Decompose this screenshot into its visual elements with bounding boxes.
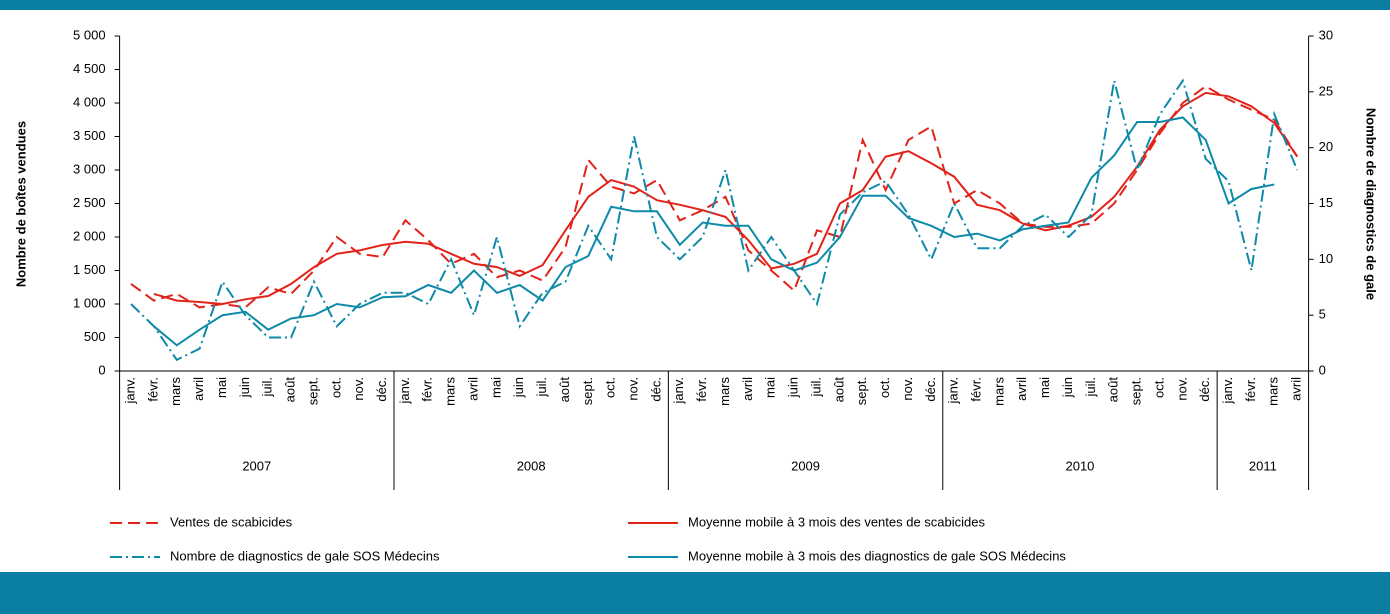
- x-tick-label: févr.: [1243, 377, 1258, 402]
- x-tick-label: juil.: [1083, 377, 1098, 398]
- y-tick-label: 1 500: [73, 262, 106, 277]
- x-tick-label: juin: [237, 377, 252, 398]
- top-band: [0, 0, 1390, 10]
- x-tick-label: déc.: [923, 377, 938, 402]
- y2-tick-label: 5: [1319, 307, 1326, 322]
- y2-tick-label: 20: [1319, 139, 1333, 154]
- x-tick-label: avril: [465, 377, 480, 401]
- x-tick-label: avril: [740, 377, 755, 401]
- year-label: 2011: [1249, 458, 1277, 473]
- x-tick-label: mai: [1037, 377, 1052, 398]
- x-tick-label: mars: [991, 377, 1006, 406]
- x-tick-label: janv.: [671, 377, 686, 405]
- year-label: 2007: [242, 458, 271, 473]
- x-tick-label: mai: [488, 377, 503, 398]
- x-tick-label: oct.: [328, 377, 343, 398]
- y-tick-label: 4 500: [73, 61, 106, 76]
- x-tick-label: juil.: [260, 377, 275, 398]
- x-tick-label: déc.: [374, 377, 389, 402]
- x-tick-label: sept.: [1129, 377, 1144, 405]
- bottom-band: [0, 572, 1390, 614]
- year-label: 2010: [1065, 458, 1094, 473]
- y-tick-label: 3 000: [73, 161, 106, 176]
- y-axis-title: Nombre de boîtes vendues: [13, 121, 28, 287]
- y-tick-label: 2 500: [73, 195, 106, 210]
- x-tick-label: nov.: [1174, 377, 1189, 401]
- x-tick-label: oct.: [603, 377, 618, 398]
- x-tick-label: janv.: [1220, 377, 1235, 405]
- x-tick-label: janv.: [122, 377, 137, 405]
- x-tick-label: janv.: [946, 377, 961, 405]
- x-tick-label: févr.: [694, 377, 709, 402]
- x-tick-label: juin: [511, 377, 526, 398]
- x-tick-label: avril: [191, 377, 206, 401]
- x-tick-label: févr.: [968, 377, 983, 402]
- x-tick-label: mars: [717, 377, 732, 406]
- x-tick-label: août: [557, 377, 572, 403]
- x-tick-label: oct.: [877, 377, 892, 398]
- x-tick-label: janv.: [397, 377, 412, 405]
- x-tick-label: août: [283, 377, 298, 403]
- series-line: [153, 91, 1299, 306]
- y-tick-label: 4 000: [73, 94, 106, 109]
- x-tick-label: nov.: [626, 377, 641, 401]
- x-tick-label: août: [831, 377, 846, 403]
- legend-label: Nombre de diagnostics de gale SOS Médeci…: [170, 548, 440, 563]
- x-tick-label: sept.: [854, 377, 869, 405]
- x-tick-label: avril: [1014, 377, 1029, 401]
- x-tick-label: avril: [1289, 377, 1304, 401]
- y-tick-label: 5 000: [73, 27, 106, 42]
- y-tick-label: 0: [98, 362, 105, 377]
- y2-tick-label: 0: [1319, 362, 1326, 377]
- x-tick-label: mars: [1266, 377, 1281, 406]
- legend-label: Ventes de scabicides: [170, 514, 293, 529]
- x-tick-label: mars: [168, 377, 183, 406]
- y2-tick-label: 10: [1319, 251, 1333, 266]
- x-tick-label: juil.: [808, 377, 823, 398]
- year-label: 2008: [517, 458, 546, 473]
- y2-tick-label: 30: [1319, 27, 1333, 42]
- y2-axis-title: Nombre de diagnostics de gale: [1364, 108, 1379, 300]
- legend-label: Moyenne mobile à 3 mois des ventes de sc…: [688, 514, 985, 529]
- x-tick-label: déc.: [648, 377, 663, 402]
- x-tick-label: juin: [786, 377, 801, 398]
- x-tick-label: oct.: [1151, 377, 1166, 398]
- x-tick-label: mai: [214, 377, 229, 398]
- x-tick-label: sept.: [305, 377, 320, 405]
- legend-label: Moyenne mobile à 3 mois des diagnostics …: [688, 548, 1066, 563]
- y-tick-label: 500: [84, 329, 106, 344]
- x-tick-label: nov.: [900, 377, 915, 401]
- y-tick-label: 1 000: [73, 295, 106, 310]
- x-tick-label: août: [1106, 377, 1121, 403]
- x-tick-label: mai: [763, 377, 778, 398]
- series-line: [130, 78, 1299, 362]
- y-tick-label: 2 000: [73, 228, 106, 243]
- year-label: 2009: [791, 458, 820, 473]
- x-tick-label: févr.: [145, 377, 160, 402]
- x-tick-label: juil.: [534, 377, 549, 398]
- x-tick-label: nov.: [351, 377, 366, 401]
- y2-tick-label: 15: [1319, 195, 1333, 210]
- y-tick-label: 3 500: [73, 128, 106, 143]
- x-tick-label: juin: [1060, 377, 1075, 398]
- x-tick-label: févr.: [420, 377, 435, 402]
- x-tick-label: déc.: [1197, 377, 1212, 402]
- x-tick-label: sept.: [580, 377, 595, 405]
- x-tick-label: mars: [443, 377, 458, 406]
- series-line: [153, 116, 1275, 347]
- y2-tick-label: 25: [1319, 83, 1333, 98]
